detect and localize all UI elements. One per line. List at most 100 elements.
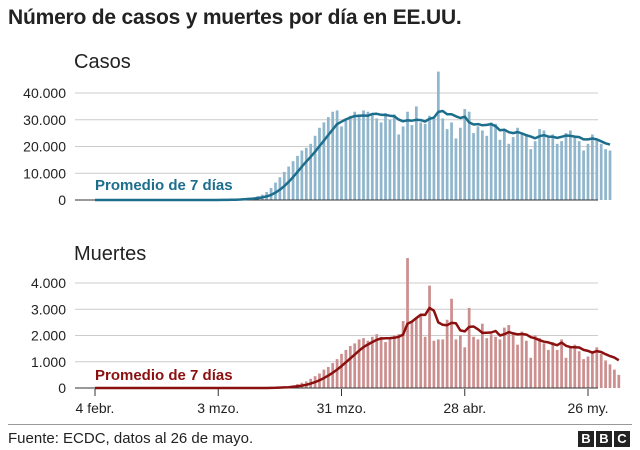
daily-bar xyxy=(507,325,511,388)
daily-bar xyxy=(366,340,370,388)
daily-bar xyxy=(608,364,612,388)
daily-bar xyxy=(432,118,436,200)
daily-bar xyxy=(344,119,348,200)
daily-bar xyxy=(476,339,480,388)
daily-bar xyxy=(423,336,427,388)
daily-bar xyxy=(525,135,528,200)
daily-bar xyxy=(304,147,308,200)
daily-bar xyxy=(472,133,475,200)
daily-bar xyxy=(476,126,480,200)
daily-bar xyxy=(520,331,524,388)
daily-bar xyxy=(467,111,471,200)
daily-bar xyxy=(542,130,546,200)
daily-bar xyxy=(348,115,352,200)
daily-bar xyxy=(428,115,431,200)
daily-bar xyxy=(335,110,339,200)
y-tick-label: 10.000 xyxy=(23,165,66,181)
daily-bar xyxy=(432,340,436,388)
daily-bar xyxy=(331,363,335,388)
daily-bar xyxy=(458,127,462,200)
daily-bar xyxy=(560,141,563,200)
daily-bar xyxy=(582,150,585,200)
daily-bar xyxy=(357,114,361,200)
daily-bar xyxy=(348,346,352,388)
daily-bar xyxy=(291,161,295,200)
source-note: Fuente: ECDC, datos al 26 de mayo. xyxy=(8,430,254,447)
daily-bar xyxy=(564,357,568,388)
daily-bar xyxy=(511,332,515,388)
daily-bar xyxy=(326,367,330,388)
daily-bar xyxy=(573,344,577,388)
daily-bar xyxy=(419,122,423,200)
daily-bar xyxy=(458,335,462,388)
bbc-logo-letter: B xyxy=(596,431,612,447)
daily-bar xyxy=(326,117,330,200)
daily-bar xyxy=(322,122,326,200)
daily-bar xyxy=(542,343,546,388)
x-tick-label: 3 mzo. xyxy=(197,400,239,416)
daily-bar xyxy=(569,347,572,388)
daily-bar xyxy=(436,339,440,388)
daily-bar xyxy=(375,118,379,200)
daily-bar xyxy=(494,336,497,388)
daily-bar xyxy=(340,126,343,200)
rolling-average-label: Promedio de 7 días xyxy=(95,177,233,194)
daily-bar xyxy=(344,349,348,388)
daily-bar xyxy=(529,357,533,388)
daily-bar xyxy=(463,109,467,200)
y-tick-label: 0 xyxy=(58,192,66,208)
daily-bar xyxy=(503,327,506,388)
daily-bar xyxy=(388,338,392,388)
daily-bar xyxy=(366,111,370,200)
daily-bar xyxy=(445,129,449,200)
daily-bar xyxy=(441,339,445,388)
daily-bar xyxy=(397,334,401,388)
daily-bar xyxy=(538,129,541,200)
daily-bar xyxy=(370,336,374,388)
daily-bar xyxy=(573,135,577,200)
daily-bar xyxy=(525,340,528,388)
daily-bar xyxy=(313,135,317,200)
daily-bar xyxy=(529,149,533,200)
daily-bar xyxy=(401,126,405,200)
daily-bar xyxy=(547,349,550,388)
daily-bar xyxy=(335,359,339,388)
footer-divider xyxy=(8,424,632,425)
y-tick-label: 0 xyxy=(58,380,66,396)
x-tick-label: 31 mzo. xyxy=(317,400,367,416)
daily-bar xyxy=(489,122,493,200)
daily-bar xyxy=(538,338,541,388)
daily-bar xyxy=(595,139,599,200)
daily-bar xyxy=(555,349,559,388)
daily-bar xyxy=(608,150,612,200)
daily-bar xyxy=(604,149,607,200)
daily-bar xyxy=(463,347,467,388)
daily-bar xyxy=(599,353,603,388)
daily-bar xyxy=(384,113,387,200)
panel-title: Casos xyxy=(74,51,131,73)
daily-bar xyxy=(516,127,519,200)
daily-bar xyxy=(353,343,357,388)
daily-bar xyxy=(397,134,401,200)
daily-bar xyxy=(586,143,590,200)
rolling-average-label: Promedio de 7 días xyxy=(95,367,233,384)
daily-bar xyxy=(353,111,357,200)
daily-bar xyxy=(362,110,365,200)
daily-bar xyxy=(406,111,409,200)
daily-bar xyxy=(388,119,392,200)
y-tick-label: 40.000 xyxy=(23,85,66,101)
daily-bar xyxy=(445,319,449,388)
daily-bar xyxy=(480,323,484,388)
daily-bar xyxy=(384,342,387,388)
daily-bar xyxy=(577,351,581,388)
deaths-panel: Muertes 0 1.000 2.000 3.000 4.000 Promedio de … xyxy=(31,243,621,396)
daily-bar xyxy=(410,322,414,388)
daily-bar xyxy=(516,344,519,388)
daily-bar xyxy=(414,317,418,388)
daily-bar xyxy=(318,127,321,200)
daily-bar xyxy=(392,114,396,200)
daily-bar xyxy=(533,335,537,388)
x-tick-label: 4 febr. xyxy=(76,400,115,416)
y-tick-label: 2.000 xyxy=(31,328,66,344)
daily-bar xyxy=(617,374,621,388)
